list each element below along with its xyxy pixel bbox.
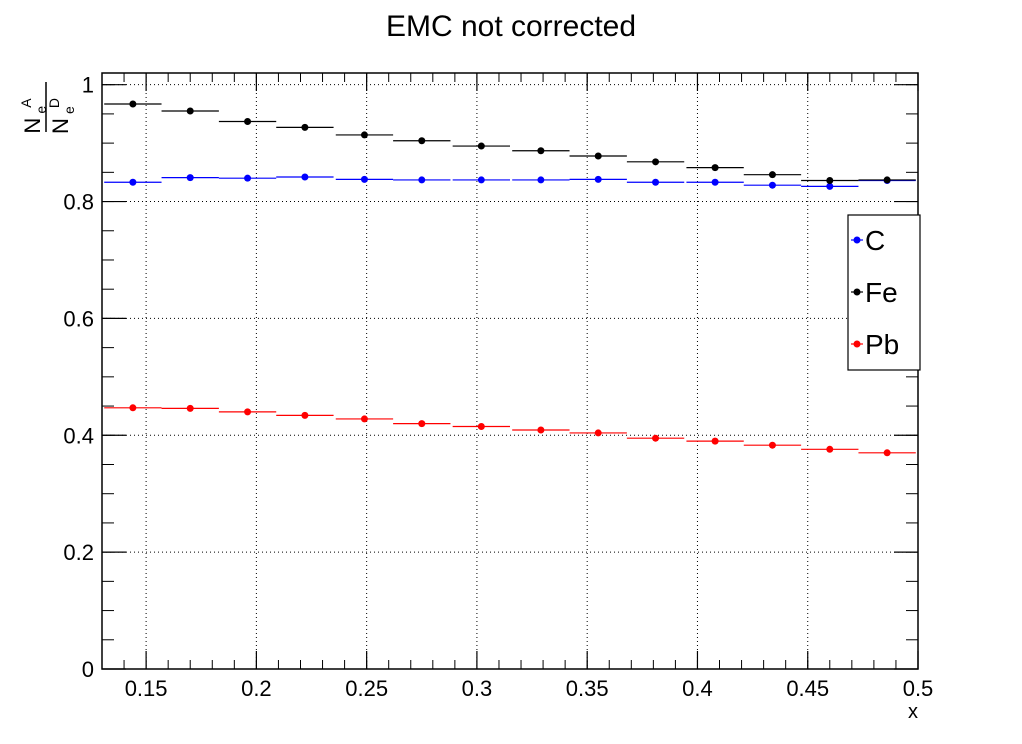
data-point xyxy=(826,182,834,190)
x-tick-label: 0.45 xyxy=(786,676,829,701)
data-point xyxy=(652,158,660,166)
legend: C Fe Pb xyxy=(847,214,921,371)
legend-label-c: C xyxy=(865,225,885,256)
data-point xyxy=(477,423,485,431)
svg-text:N e A: N e A xyxy=(18,98,51,134)
data-point xyxy=(186,174,194,182)
series-pb xyxy=(104,404,916,457)
data-point xyxy=(418,420,426,428)
y-label-denominator-sub: e xyxy=(61,106,77,114)
series-c xyxy=(104,173,916,190)
plot-frame xyxy=(101,72,919,670)
data-point xyxy=(244,117,252,125)
y-label-numerator: N xyxy=(20,118,45,134)
data-point xyxy=(477,176,485,184)
data-point xyxy=(418,176,426,184)
data-point xyxy=(711,178,719,186)
data-point xyxy=(360,131,368,139)
y-tick-label: 0.8 xyxy=(63,190,94,215)
x-tick-label: 0.25 xyxy=(345,676,388,701)
y-label-denominator: N xyxy=(48,118,73,134)
data-point xyxy=(883,449,891,457)
data-point xyxy=(537,147,545,155)
data-point xyxy=(186,107,194,115)
data-point xyxy=(826,445,834,453)
x-tick-label: 0.2 xyxy=(241,676,272,701)
data-point xyxy=(129,178,137,186)
series-fe xyxy=(104,100,916,185)
grid xyxy=(102,73,918,669)
data-point xyxy=(883,176,891,184)
data-point xyxy=(360,175,368,183)
data-point xyxy=(768,181,776,189)
data-point xyxy=(537,176,545,184)
data-point xyxy=(360,415,368,423)
data-point xyxy=(301,173,309,181)
x-tick-label: 0.3 xyxy=(462,676,493,701)
legend-marker xyxy=(853,340,861,348)
series-layer xyxy=(104,100,916,457)
x-tick-label: 0.4 xyxy=(682,676,713,701)
data-point xyxy=(301,411,309,419)
tick-labels: 0.15 0.2 0.25 0.3 0.35 0.4 0.45 0.5 0 0.2 0.4 0.6 0.… xyxy=(63,73,933,701)
legend-label-pb: Pb xyxy=(865,329,899,360)
data-point xyxy=(301,123,309,131)
x-tick-label: 0.15 xyxy=(125,676,168,701)
y-label-denominator-sup: D xyxy=(46,98,62,108)
data-point xyxy=(768,441,776,449)
y-tick-label: 0 xyxy=(82,657,94,682)
data-point xyxy=(594,429,602,437)
data-point xyxy=(537,426,545,434)
data-point xyxy=(244,408,252,416)
data-point xyxy=(652,434,660,442)
data-point xyxy=(186,404,194,412)
data-point xyxy=(244,174,252,182)
legend-marker xyxy=(853,236,861,244)
y-tick-label: 0.6 xyxy=(63,306,94,331)
y-tick-label: 1 xyxy=(82,73,94,98)
data-point xyxy=(768,171,776,179)
x-tick-label: 0.5 xyxy=(903,676,934,701)
legend-label-fe: Fe xyxy=(865,277,898,308)
y-axis-label: N e A N e D xyxy=(18,82,79,134)
y-label-numerator-sub: e xyxy=(33,106,49,114)
data-point xyxy=(418,137,426,145)
data-point xyxy=(129,100,137,108)
data-point xyxy=(477,142,485,150)
y-label-numerator-sup: A xyxy=(18,98,34,108)
legend-marker xyxy=(853,288,861,296)
data-point xyxy=(826,177,834,185)
data-point xyxy=(711,164,719,172)
svg-text:N e D: N e D xyxy=(46,98,79,134)
x-tick-label: 0.35 xyxy=(566,676,609,701)
data-point xyxy=(652,178,660,186)
chart-title: EMC not corrected xyxy=(386,10,636,43)
x-axis-label: x xyxy=(908,701,918,723)
data-point xyxy=(594,152,602,160)
y-tick-label: 0.4 xyxy=(63,423,94,448)
data-point xyxy=(129,404,137,412)
y-tick-label: 0.2 xyxy=(63,540,94,565)
data-point xyxy=(711,437,719,445)
ticks xyxy=(101,73,919,670)
data-point xyxy=(594,175,602,183)
